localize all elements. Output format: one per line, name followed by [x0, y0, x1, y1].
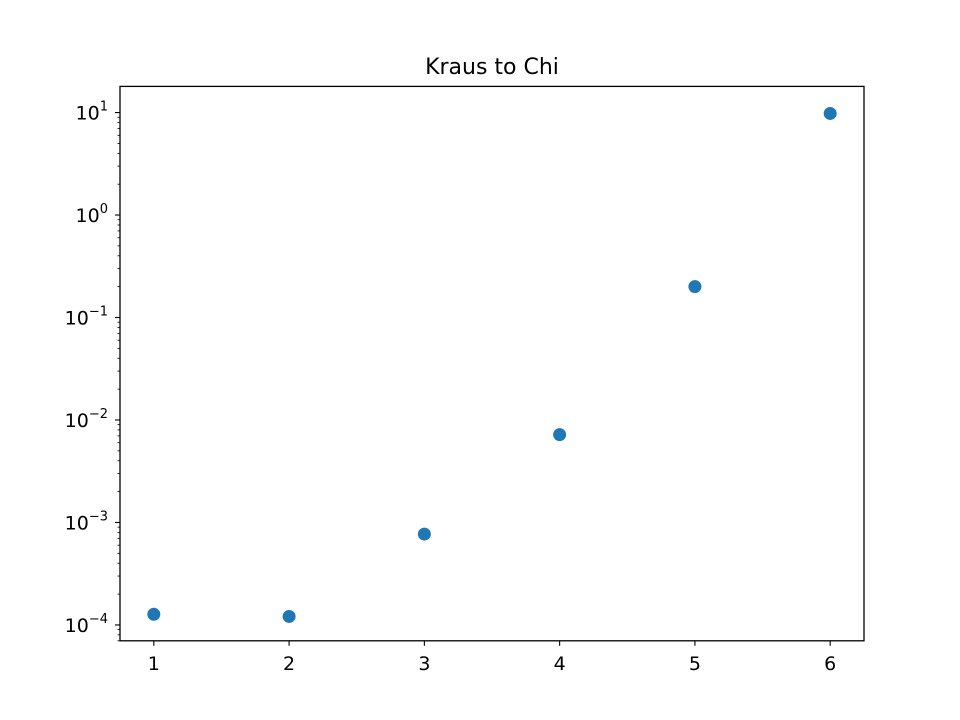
x-tick-label: 6 — [824, 653, 836, 675]
x-tick-label: 3 — [418, 653, 430, 675]
y-tick-label: 10−2 — [65, 407, 108, 432]
data-point — [282, 609, 296, 623]
y-tick-label: 101 — [76, 100, 108, 125]
x-tick-label: 1 — [148, 653, 160, 675]
data-point — [688, 280, 702, 294]
data-point — [147, 607, 161, 621]
x-tick-label: 5 — [689, 653, 701, 675]
data-points — [147, 106, 837, 623]
x-tick-label: 4 — [554, 653, 566, 675]
y-axis-ticks: 10−4 10−3 10−2 10−1 100 101 — [65, 100, 120, 637]
data-point — [553, 428, 567, 442]
y-tick-label: 100 — [76, 202, 108, 227]
x-axis-ticks: 1 2 3 4 5 6 — [148, 640, 836, 675]
chart-title: Kraus to Chi — [425, 55, 559, 80]
data-point — [417, 527, 431, 541]
y-tick-label: 10−3 — [65, 509, 108, 534]
plot-frame — [119, 85, 865, 642]
data-point — [823, 106, 837, 120]
y-tick-label: 10−1 — [65, 305, 108, 330]
x-tick-label: 2 — [283, 653, 295, 675]
y-tick-label: 10−4 — [65, 612, 108, 637]
